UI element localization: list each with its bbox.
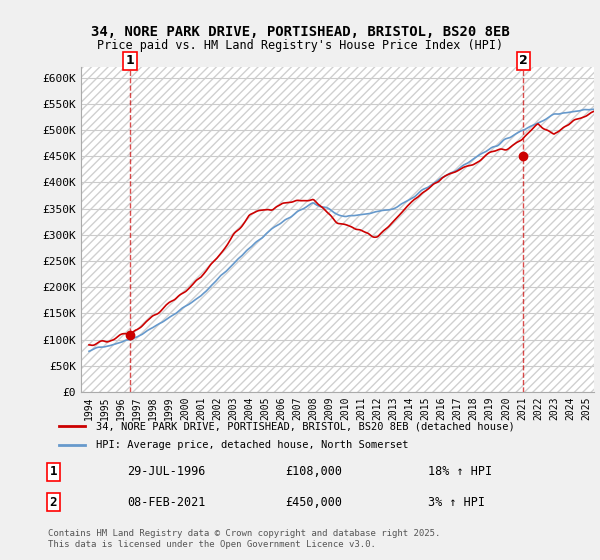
Text: HPI: Average price, detached house, North Somerset: HPI: Average price, detached house, Nort…	[95, 440, 408, 450]
Text: 29-JUL-1996: 29-JUL-1996	[127, 465, 206, 478]
Text: 18% ↑ HPI: 18% ↑ HPI	[428, 465, 492, 478]
Text: 08-FEB-2021: 08-FEB-2021	[127, 496, 206, 509]
Text: 1: 1	[126, 54, 134, 67]
Text: 1: 1	[50, 465, 57, 478]
Text: 34, NORE PARK DRIVE, PORTISHEAD, BRISTOL, BS20 8EB: 34, NORE PARK DRIVE, PORTISHEAD, BRISTOL…	[91, 25, 509, 39]
Text: £108,000: £108,000	[286, 465, 343, 478]
Text: 2: 2	[50, 496, 57, 509]
Text: Contains HM Land Registry data © Crown copyright and database right 2025.
This d: Contains HM Land Registry data © Crown c…	[48, 529, 440, 549]
Text: 2: 2	[519, 54, 528, 67]
Text: £450,000: £450,000	[286, 496, 343, 509]
Text: 3% ↑ HPI: 3% ↑ HPI	[428, 496, 485, 509]
Text: 34, NORE PARK DRIVE, PORTISHEAD, BRISTOL, BS20 8EB (detached house): 34, NORE PARK DRIVE, PORTISHEAD, BRISTOL…	[95, 421, 514, 431]
Text: Price paid vs. HM Land Registry's House Price Index (HPI): Price paid vs. HM Land Registry's House …	[97, 39, 503, 52]
